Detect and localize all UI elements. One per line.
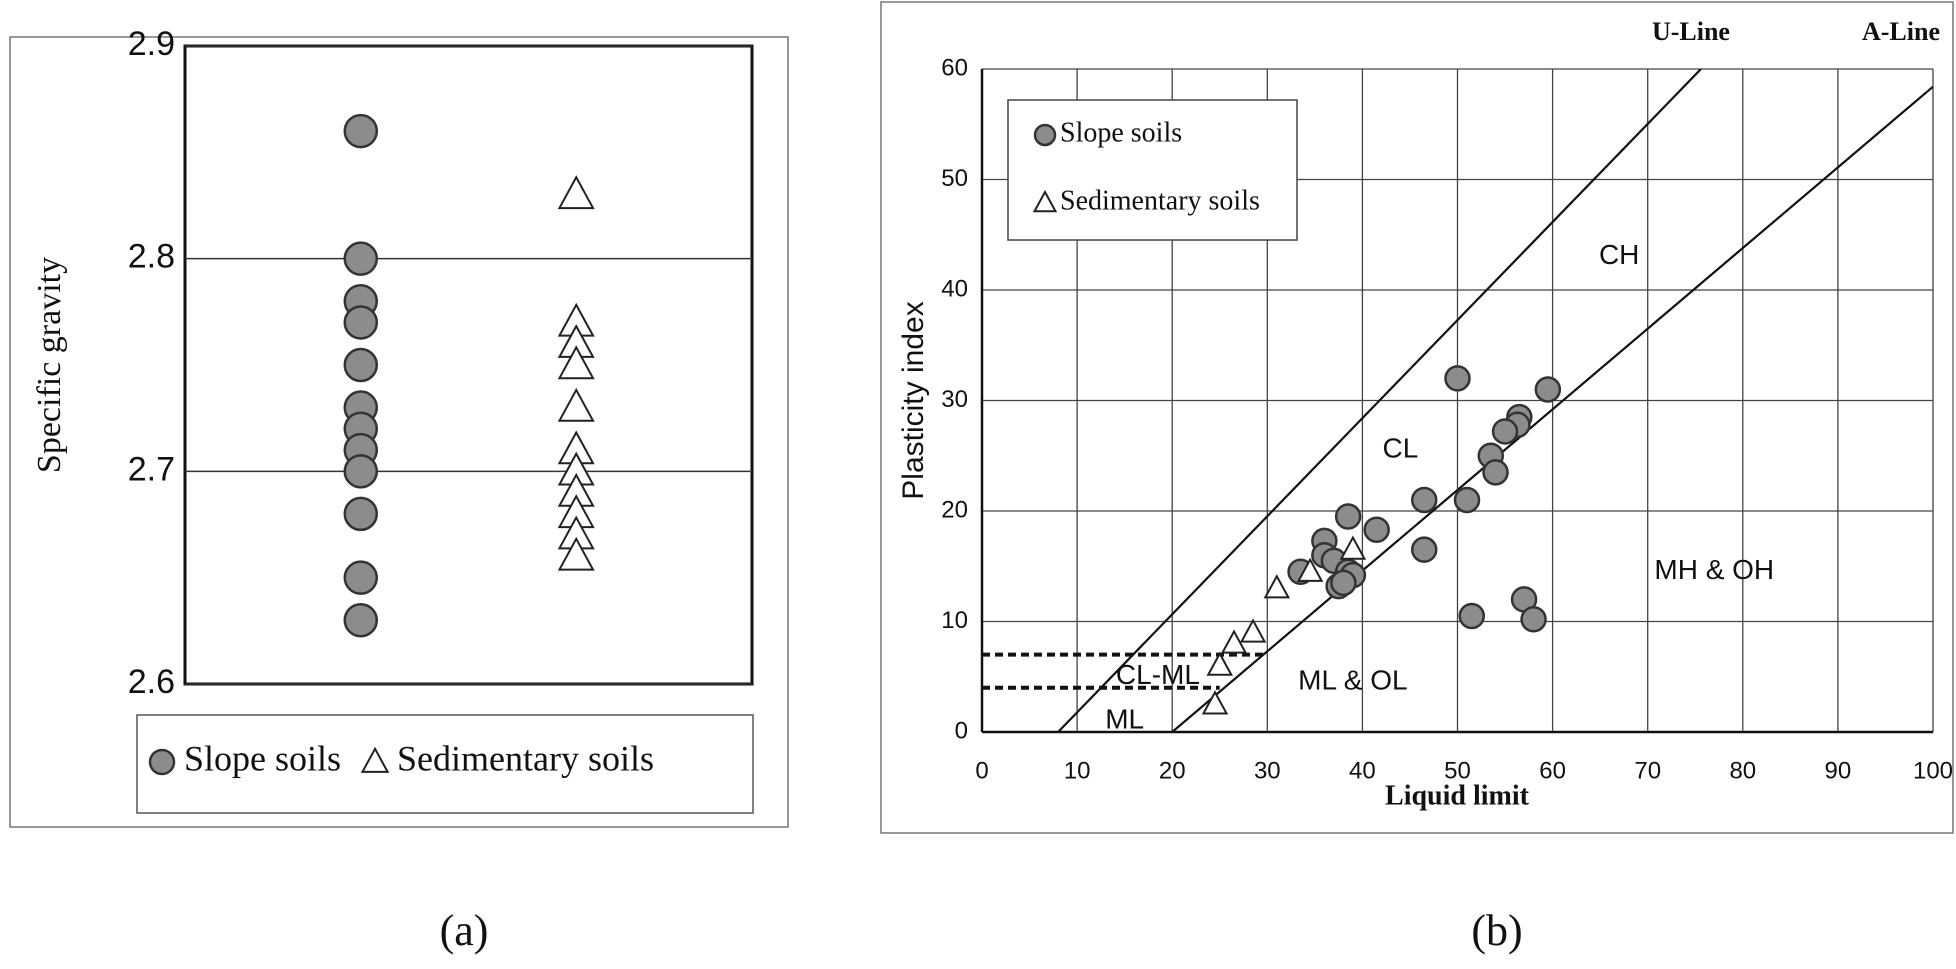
- data-point: [1201, 690, 1229, 715]
- data-point: [343, 602, 379, 638]
- region-label: ML: [1105, 703, 1144, 734]
- x-tick-label: 80: [1729, 757, 1756, 784]
- data-point: [1220, 629, 1248, 654]
- legend-marker: [1032, 189, 1058, 213]
- data-point: [557, 536, 595, 571]
- y-tick-label: 30: [941, 386, 968, 413]
- line-label: A-Line: [1862, 17, 1940, 46]
- data-point: [343, 241, 379, 276]
- region-label: MH & OH: [1654, 554, 1774, 585]
- data-point: [1410, 536, 1438, 563]
- legend-label: Slope soils: [1060, 117, 1182, 148]
- data-point: [1410, 486, 1438, 514]
- y-tick-label: 40: [941, 275, 968, 302]
- y-tick-label: 0: [955, 717, 968, 744]
- region-label: CL: [1383, 433, 1419, 464]
- data-point: [557, 175, 595, 210]
- data-point: [557, 345, 595, 380]
- data-point: [557, 387, 595, 422]
- reference-line: [1171, 85, 1933, 732]
- data-point: [1458, 602, 1486, 630]
- data-point: [343, 496, 379, 532]
- x-tick-label: 20: [1159, 757, 1186, 784]
- y-tick-label: 10: [941, 607, 968, 634]
- legend: [1007, 99, 1298, 241]
- data-point: [343, 454, 379, 489]
- legend: [136, 714, 754, 814]
- x-tick-label: 70: [1634, 757, 1661, 784]
- panel-frame: [880, 1, 1954, 834]
- x-tick-label: 0: [975, 757, 988, 784]
- x-tick-label: 60: [1539, 757, 1566, 784]
- x-axis-label: Liquid limit: [1385, 780, 1530, 811]
- data-point: [1534, 376, 1562, 403]
- legend-label: Sedimentary soils: [1060, 185, 1260, 216]
- data-point: [343, 305, 379, 340]
- y-tick-label: 60: [941, 54, 968, 81]
- data-point: [343, 347, 379, 383]
- data-point: [1444, 365, 1471, 392]
- legend-label: Slope soils: [184, 738, 341, 778]
- data-point: [1334, 503, 1362, 530]
- data-point: [1206, 651, 1233, 676]
- legend-label: Sedimentary soils: [397, 738, 654, 778]
- region-label: CH: [1599, 239, 1639, 270]
- data-point: [1296, 557, 1324, 582]
- legend-marker: [148, 748, 176, 776]
- x-tick-label: 10: [1064, 757, 1091, 784]
- region-label: CL-ML: [1116, 659, 1200, 690]
- data-point: [1263, 574, 1291, 599]
- caption: (b): [1471, 906, 1522, 955]
- x-tick-label: 50: [1444, 757, 1471, 784]
- legend-marker: [1033, 123, 1057, 147]
- data-point: [1491, 418, 1519, 445]
- data-point: [1482, 459, 1509, 486]
- plot-area: [183, 44, 754, 686]
- line-label: U-Line: [1652, 17, 1730, 46]
- data-point: [1339, 535, 1367, 560]
- data-point: [343, 113, 379, 149]
- data-point: [343, 560, 379, 595]
- region-label: ML & OL: [1298, 665, 1407, 696]
- data-point: [1453, 486, 1481, 514]
- caption: (a): [440, 906, 489, 955]
- y-tick-label: 2.7: [128, 450, 175, 488]
- data-point: [1239, 618, 1267, 643]
- y-tick-label: 2.8: [128, 238, 175, 276]
- x-tick-label: 30: [1254, 757, 1281, 784]
- panel-frame: [9, 36, 789, 828]
- x-tick-label: 100: [1913, 757, 1953, 784]
- y-tick-label: 2.9: [128, 25, 175, 63]
- legend-marker: [360, 746, 390, 773]
- y-tick-label: 20: [941, 496, 968, 523]
- x-tick-label: 40: [1349, 757, 1376, 784]
- reference-line: [1057, 69, 1702, 732]
- x-tick-label: 90: [1825, 757, 1852, 784]
- y-tick-label: 2.6: [128, 663, 175, 701]
- data-point: [1363, 516, 1390, 544]
- y-axis-label: Plasticity index: [897, 301, 930, 499]
- y-axis-label: Specific gravity: [31, 257, 68, 473]
- data-point: [1330, 569, 1357, 597]
- data-point: [1520, 606, 1547, 633]
- y-tick-label: 50: [941, 165, 968, 192]
